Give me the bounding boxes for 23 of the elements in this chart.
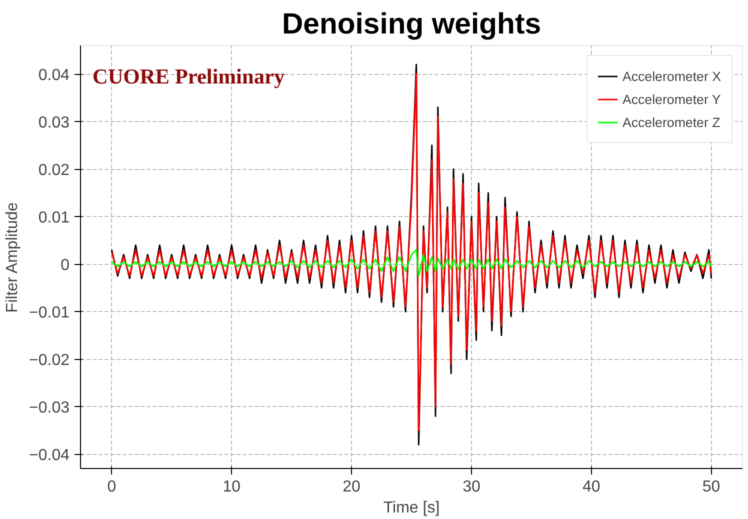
y-tick-label: 0.04: [38, 67, 70, 84]
x-tick-label: 20: [342, 478, 361, 496]
legend-label: Accelerometer Z: [622, 114, 720, 130]
legend-label: Accelerometer Y: [622, 92, 721, 106]
x-tick-label: 30: [462, 478, 480, 496]
legend-label: Accelerometer X: [622, 68, 721, 84]
y-axis-title: Filter Amplitude: [4, 202, 22, 313]
x-tick-label: 40: [582, 478, 600, 496]
y-tick-label: 0: [60, 257, 70, 274]
y-tick-label: 0.01: [38, 210, 70, 227]
y-tick-label: −0.03: [29, 400, 70, 417]
y-tick-label: −0.01: [29, 304, 70, 322]
x-axis-title: Time [s]: [383, 500, 440, 516]
y-tick-label: 0.03: [38, 114, 70, 132]
x-tick-label: 50: [702, 478, 720, 496]
line-series: [110, 249, 712, 277]
y-tick-label: −0.02: [29, 352, 70, 370]
y-tick-label: −0.04: [29, 447, 70, 464]
y-tick-label: 0.02: [38, 162, 70, 180]
annotation: CUORE Preliminary: [92, 64, 285, 89]
chart-title: Denoising weights: [282, 8, 542, 40]
x-tick-label: 0: [107, 478, 116, 496]
x-tick-label: 10: [222, 478, 241, 496]
